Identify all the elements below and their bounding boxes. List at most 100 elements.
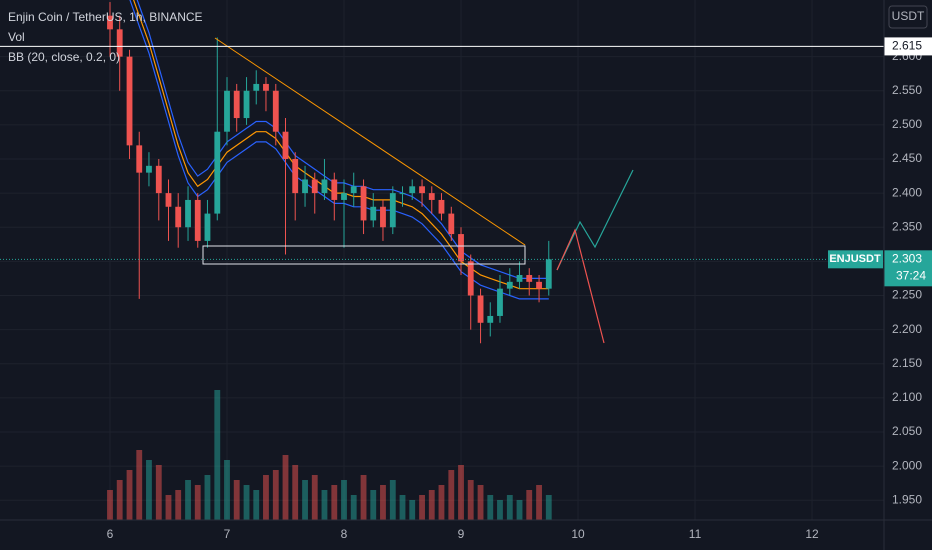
x-tick-label: 7 (224, 527, 231, 541)
candle-body (477, 295, 484, 323)
candle-body (175, 206, 182, 228)
candle-body (165, 193, 172, 207)
volume-bar (282, 455, 289, 520)
volume-bar (224, 460, 230, 520)
volume-bar (204, 475, 211, 520)
volume-bar (536, 485, 542, 520)
volume-bar (331, 485, 338, 520)
candle-body (263, 83, 269, 91)
candle-body (253, 83, 260, 91)
candle-body (516, 275, 523, 282)
candle-body (419, 186, 425, 194)
indicator-legend: BB (20, close, 0.2, 0) (8, 50, 120, 64)
x-tick-label: 9 (458, 527, 465, 541)
candle-body (155, 165, 162, 194)
candle-body (126, 56, 133, 146)
candle-body (107, 15, 113, 30)
y-tick-label: 2.400 (892, 185, 922, 199)
candle-body (428, 193, 435, 200)
candle-body (458, 234, 464, 262)
volume-bar (321, 490, 328, 520)
x-tick-label: 6 (107, 527, 114, 541)
x-tick-label: 12 (805, 527, 819, 541)
candle-body (350, 186, 357, 194)
candle-body (487, 315, 494, 323)
candle-body (399, 193, 406, 195)
zone-box (202, 245, 526, 265)
countdown-label: 37:24 (896, 268, 926, 282)
y-tick-label: 2.000 (892, 458, 922, 472)
y-tick-label: 2.100 (892, 390, 922, 404)
volume-bar (107, 490, 113, 520)
candle-body (243, 90, 250, 119)
volume-bar (477, 485, 484, 520)
candle-body (448, 213, 455, 235)
band-line (129, 0, 549, 300)
volume-bar (428, 490, 435, 520)
x-tick-label: 10 (571, 527, 585, 541)
volume-bar (506, 495, 513, 520)
y-tick-label: 2.350 (892, 219, 922, 233)
volume-pane (107, 390, 552, 520)
currency-button[interactable] (888, 5, 928, 29)
x-tick-label: 8 (341, 527, 348, 541)
candle-body (214, 131, 221, 214)
volume-legend: Vol (8, 30, 25, 44)
volume-bar (380, 485, 386, 520)
volume-bar (360, 475, 367, 520)
volume-bar (487, 495, 494, 520)
candle-body (185, 199, 191, 228)
volume-bar (155, 465, 162, 520)
candle-body (302, 179, 308, 194)
volume-bar (243, 485, 250, 520)
volume-bar (292, 465, 299, 520)
y-tick-label: 2.450 (892, 151, 922, 165)
y-tick-label: 2.050 (892, 424, 922, 438)
volume-bar (233, 480, 240, 520)
volume-bar (419, 495, 425, 520)
volume-bar (136, 450, 143, 520)
candle-body (146, 165, 152, 173)
volume-bar (399, 495, 406, 520)
overlay: 1.9502.0002.0502.1002.1502.2002.2502.300… (0, 37, 932, 541)
volume-bar (370, 490, 377, 520)
candle-body (360, 186, 367, 221)
candle-body (506, 281, 513, 289)
candle-body (341, 193, 347, 200)
candle-body (311, 179, 318, 194)
candle-body (321, 179, 328, 194)
candle-body (282, 131, 289, 160)
candle-body (292, 159, 299, 194)
volume-bar (146, 460, 152, 520)
last-price-label: 2.303 (892, 251, 922, 265)
y-tick-label: 2.200 (892, 322, 922, 336)
volume-bar (272, 470, 279, 520)
grid (0, 0, 884, 520)
level-label: 2.615 (892, 39, 922, 53)
volume-bar (350, 495, 357, 520)
volume-bar (116, 480, 123, 520)
candle-body (526, 275, 533, 282)
y-tick-label: 2.250 (892, 288, 922, 302)
currency-label[interactable]: USDT (892, 9, 925, 23)
price-tag (884, 250, 932, 287)
y-tick-label: 2.550 (892, 83, 922, 97)
candle-body (536, 281, 542, 289)
volume-bar (409, 500, 416, 520)
candle-body (545, 259, 552, 289)
volume-bar (526, 490, 533, 520)
volume-bar (311, 475, 318, 520)
candle-body (467, 261, 474, 296)
volume-bar (545, 495, 552, 520)
chart-title: Enjin Coin / TetherUS, 1h, BINANCE (8, 10, 203, 24)
candle-body (194, 199, 201, 241)
candle-body (116, 29, 123, 57)
candle-body (331, 179, 338, 200)
drawings (202, 37, 634, 344)
volume-bar (126, 470, 133, 520)
candle-body (204, 213, 211, 241)
candle-body (497, 288, 503, 316)
candle-body (233, 90, 240, 119)
candle-body (438, 199, 445, 214)
